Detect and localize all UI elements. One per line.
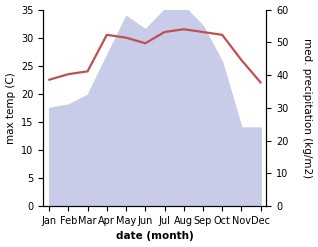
Y-axis label: med. precipitation (kg/m2): med. precipitation (kg/m2): [302, 38, 313, 178]
Y-axis label: max temp (C): max temp (C): [5, 72, 16, 144]
X-axis label: date (month): date (month): [116, 231, 194, 242]
